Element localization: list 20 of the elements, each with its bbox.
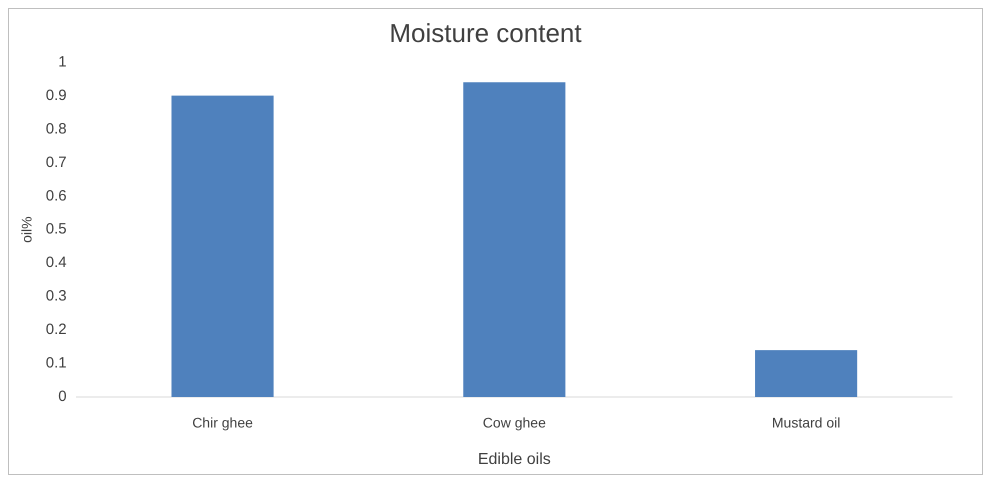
y-tick-label: 0.2 xyxy=(46,321,67,338)
y-tick-label: 0.6 xyxy=(46,187,67,204)
x-tick-label: Mustard oil xyxy=(772,414,840,430)
y-tick-label: 0.5 xyxy=(46,220,67,238)
y-tick-label: 0.4 xyxy=(46,254,67,272)
y-tick-label: 0.9 xyxy=(46,86,67,104)
bar xyxy=(171,96,274,397)
x-axis-title: Edible oils xyxy=(478,450,551,468)
x-tick-label: Chir ghee xyxy=(192,414,254,430)
y-tick-label: 0 xyxy=(58,388,67,406)
y-axis-title: oil% xyxy=(18,216,34,243)
x-tick-label: Cow ghee xyxy=(482,414,546,430)
chart-title: Moisture content xyxy=(389,18,582,48)
y-tick-label: 0.3 xyxy=(46,288,67,305)
y-tick-label: 0.8 xyxy=(46,120,67,138)
bar xyxy=(463,82,566,397)
y-tick-label: 1 xyxy=(58,53,67,70)
bar xyxy=(755,350,858,397)
y-tick-label: 0.1 xyxy=(46,354,67,372)
y-tick-label: 0.7 xyxy=(46,154,67,171)
